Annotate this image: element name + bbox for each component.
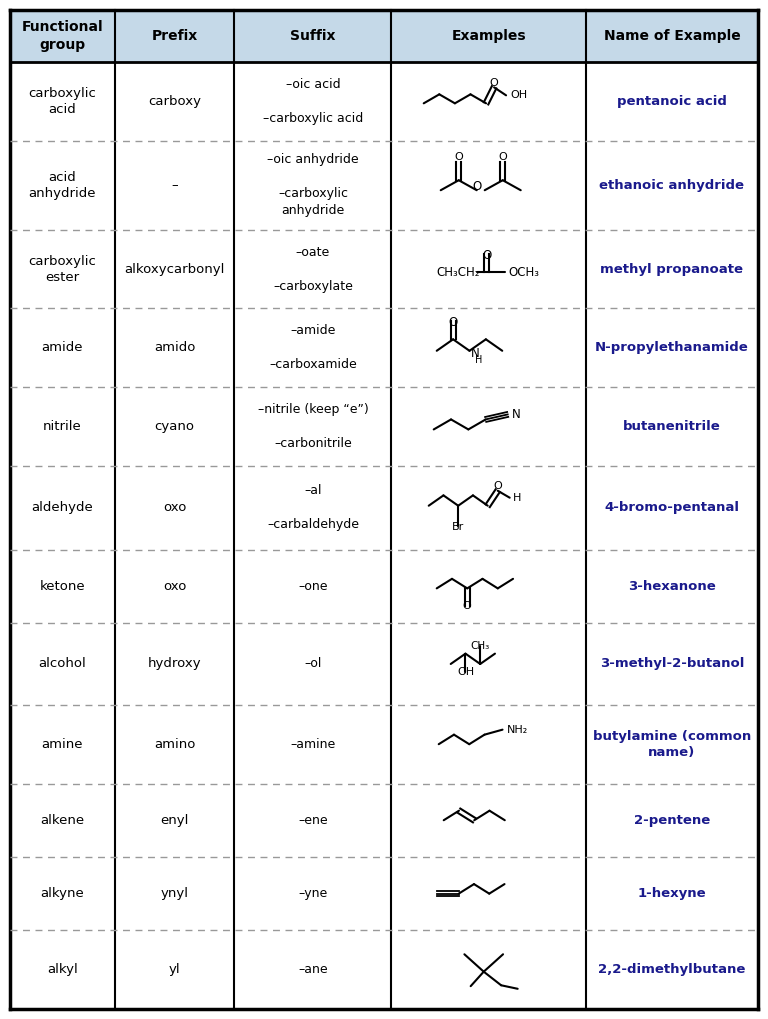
Bar xyxy=(10,623,758,705)
Text: acid
anhydride: acid anhydride xyxy=(28,171,96,200)
Text: –ol: –ol xyxy=(304,657,322,671)
Text: N-propylethanamide: N-propylethanamide xyxy=(595,341,749,355)
Bar xyxy=(10,230,758,309)
Text: N: N xyxy=(471,347,479,361)
Text: 4-bromo-pentanal: 4-bromo-pentanal xyxy=(604,501,740,515)
Text: amine: amine xyxy=(41,738,83,751)
Text: alkyne: alkyne xyxy=(41,888,84,900)
Bar xyxy=(10,930,758,1009)
Text: yl: yl xyxy=(169,963,180,976)
Text: 2-pentene: 2-pentene xyxy=(634,814,710,826)
Text: pentanoic acid: pentanoic acid xyxy=(617,95,727,108)
Text: ynyl: ynyl xyxy=(161,888,189,900)
Text: carboxylic
ester: carboxylic ester xyxy=(28,255,96,283)
Text: alkene: alkene xyxy=(40,814,84,826)
Text: –ene: –ene xyxy=(298,814,328,826)
Text: O: O xyxy=(463,601,472,611)
Text: Name of Example: Name of Example xyxy=(604,29,740,43)
Bar xyxy=(10,705,758,784)
Text: alkoxycarbonyl: alkoxycarbonyl xyxy=(124,263,225,275)
Text: butanenitrile: butanenitrile xyxy=(623,420,721,433)
Text: H: H xyxy=(513,493,521,502)
Text: amino: amino xyxy=(154,738,195,751)
Bar xyxy=(10,62,758,141)
Text: O: O xyxy=(455,152,463,162)
Text: –: – xyxy=(171,178,178,192)
Text: O: O xyxy=(449,316,458,329)
Text: –oic anhydride

–carboxylic
anhydride: –oic anhydride –carboxylic anhydride xyxy=(267,153,359,217)
Text: oxo: oxo xyxy=(163,501,187,515)
Bar xyxy=(10,466,758,549)
Text: N: N xyxy=(511,408,521,421)
Text: O: O xyxy=(472,179,482,193)
Bar xyxy=(10,10,114,62)
Text: –amide

–carboxamide: –amide –carboxamide xyxy=(269,324,357,371)
Text: nitrile: nitrile xyxy=(43,420,81,433)
Text: CH₃: CH₃ xyxy=(471,641,490,651)
Bar xyxy=(586,10,758,62)
Text: O: O xyxy=(498,152,507,162)
Text: –ane: –ane xyxy=(298,963,328,976)
Text: Examples: Examples xyxy=(452,29,526,43)
Text: aldehyde: aldehyde xyxy=(31,501,93,515)
Bar xyxy=(10,857,758,930)
Text: Functional
group: Functional group xyxy=(22,20,103,52)
Text: –nitrile (keep “e”)

–carbonitrile: –nitrile (keep “e”) –carbonitrile xyxy=(257,403,369,450)
Text: OH: OH xyxy=(457,666,474,677)
Text: O: O xyxy=(493,481,502,491)
Text: 1-hexyne: 1-hexyne xyxy=(637,888,707,900)
Text: –yne: –yne xyxy=(298,888,328,900)
Bar xyxy=(10,387,758,466)
Text: ethanoic anhydride: ethanoic anhydride xyxy=(600,178,744,192)
Bar xyxy=(114,10,234,62)
Text: OH: OH xyxy=(510,91,527,100)
Text: –al

–carbaldehyde: –al –carbaldehyde xyxy=(267,484,359,531)
Text: Prefix: Prefix xyxy=(151,29,197,43)
Text: –amine: –amine xyxy=(290,738,336,751)
Text: alkyl: alkyl xyxy=(47,963,78,976)
Text: 2,2-dimethylbutane: 2,2-dimethylbutane xyxy=(598,963,746,976)
Bar xyxy=(10,309,758,387)
Bar xyxy=(10,784,758,857)
Text: NH₂: NH₂ xyxy=(507,725,528,735)
Text: oxo: oxo xyxy=(163,580,187,593)
Bar xyxy=(234,10,392,62)
Text: amido: amido xyxy=(154,341,195,355)
Text: –one: –one xyxy=(298,580,328,593)
Text: carboxylic
acid: carboxylic acid xyxy=(28,87,96,116)
Text: cyano: cyano xyxy=(154,420,194,433)
Text: OCH₃: OCH₃ xyxy=(508,266,540,278)
Text: O: O xyxy=(482,249,492,262)
Bar xyxy=(10,549,758,623)
Text: 3-hexanone: 3-hexanone xyxy=(628,580,716,593)
Text: O: O xyxy=(490,78,498,89)
Text: ketone: ketone xyxy=(39,580,85,593)
Bar xyxy=(10,141,758,230)
Text: 3-methyl-2-butanol: 3-methyl-2-butanol xyxy=(600,657,744,671)
Text: alcohol: alcohol xyxy=(38,657,86,671)
Text: hydroxy: hydroxy xyxy=(147,657,201,671)
Text: CH₃CH₂: CH₃CH₂ xyxy=(437,266,480,278)
Text: H: H xyxy=(475,355,483,365)
Text: amide: amide xyxy=(41,341,83,355)
Text: methyl propanoate: methyl propanoate xyxy=(601,263,743,275)
Text: Suffix: Suffix xyxy=(290,29,336,43)
Text: enyl: enyl xyxy=(161,814,189,826)
Text: –oic acid

–carboxylic acid: –oic acid –carboxylic acid xyxy=(263,77,363,124)
Text: –oate

–carboxylate: –oate –carboxylate xyxy=(273,246,353,292)
Text: butylamine (common
name): butylamine (common name) xyxy=(593,730,751,759)
Text: carboxy: carboxy xyxy=(148,95,201,108)
Text: Br: Br xyxy=(452,522,465,532)
Bar xyxy=(392,10,586,62)
